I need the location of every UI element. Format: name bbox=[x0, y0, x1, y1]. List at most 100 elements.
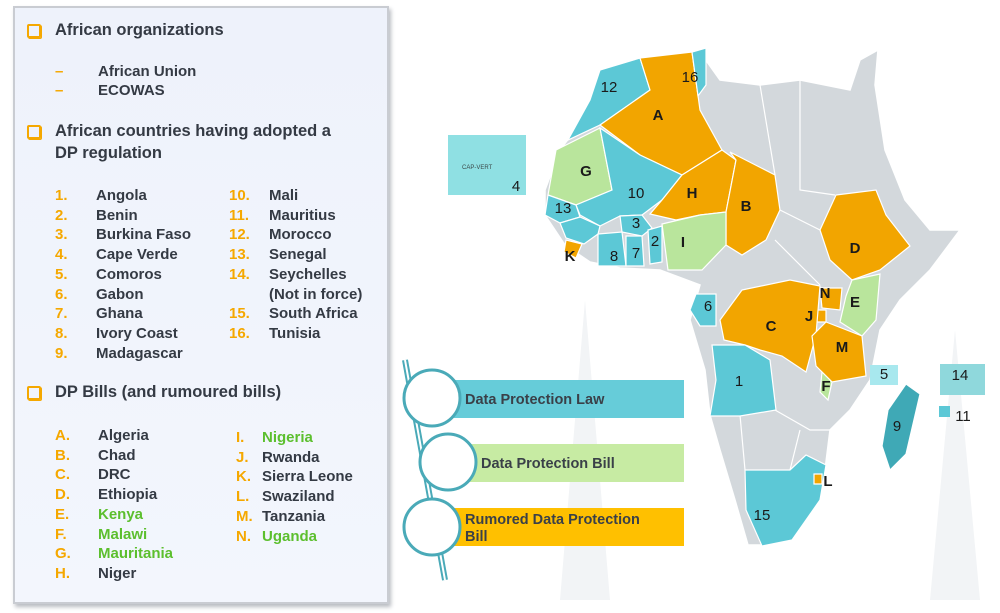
country-tunisia bbox=[691, 47, 707, 98]
list-number: 4. bbox=[55, 246, 68, 264]
map-label-southafrica: 15 bbox=[754, 507, 771, 524]
legend-rumored-label-line2: Bill bbox=[465, 529, 488, 545]
legend-rumored-circle bbox=[402, 497, 462, 557]
section-heading-adopted: African countries having adopted a bbox=[55, 122, 331, 140]
country-name: DRC bbox=[98, 466, 131, 484]
country-name: Seychelles bbox=[269, 265, 347, 283]
legend-text-panel bbox=[13, 6, 389, 604]
checkbox-bullet-icon bbox=[27, 24, 41, 38]
country-gabon bbox=[689, 293, 717, 327]
section-heading-organizations: African organizations bbox=[55, 21, 224, 39]
list-number: 10. bbox=[229, 187, 250, 204]
country-name: Comoros bbox=[96, 265, 162, 283]
list-number: 13. bbox=[229, 246, 250, 264]
list-letter: D. bbox=[55, 486, 70, 504]
country-other-guinea bbox=[559, 216, 601, 245]
country-name: Niger bbox=[98, 564, 137, 582]
country-name: (Not in force) bbox=[269, 285, 363, 303]
map-label-mali: 10 bbox=[628, 185, 645, 202]
map-label-morocco: 12 bbox=[601, 79, 618, 96]
list-number: 3. bbox=[55, 226, 68, 244]
list-letter: M. bbox=[236, 507, 253, 525]
list-letter: C. bbox=[55, 466, 70, 484]
map-label-comoros: 5 bbox=[880, 366, 888, 383]
country-name: Tunisia bbox=[269, 324, 321, 342]
list-letter: J. bbox=[236, 448, 249, 466]
country-sierra-leone bbox=[563, 239, 583, 259]
map-label-capeverde: 4 bbox=[512, 178, 520, 195]
map-label-tunisia: 16 bbox=[682, 69, 699, 86]
map-label-benin: 2 bbox=[651, 233, 659, 250]
map-label-ivory: 8 bbox=[610, 248, 618, 265]
map-label-tanzania: M bbox=[836, 339, 849, 356]
list-letter: K. bbox=[236, 468, 251, 486]
list-number: 12. bbox=[229, 226, 250, 244]
country-name: Malawi bbox=[98, 525, 148, 543]
country-name: Tanzania bbox=[262, 507, 326, 525]
list-letter: H. bbox=[55, 564, 70, 582]
country-name: Ivory Coast bbox=[96, 324, 178, 342]
checkbox-bullet-icon bbox=[27, 125, 41, 139]
list-letter: L. bbox=[236, 488, 250, 506]
dash-bullet: – bbox=[55, 63, 64, 80]
map-label-niger: H bbox=[687, 185, 698, 202]
country-angola bbox=[709, 344, 777, 417]
inset-comoros bbox=[870, 365, 898, 385]
country-name: Cape Verde bbox=[96, 246, 178, 264]
country-name: Ethiopia bbox=[98, 486, 158, 504]
country-name: Kenya bbox=[98, 505, 144, 523]
list-number: 16. bbox=[229, 324, 250, 342]
country-name: Swaziland bbox=[262, 488, 335, 506]
list-number: 1. bbox=[55, 187, 68, 204]
inset-cape-verde bbox=[448, 135, 526, 195]
country-name: Gabon bbox=[96, 285, 144, 303]
section-heading-adopted-line2: DP regulation bbox=[55, 144, 162, 162]
map-label-malawi: F bbox=[821, 378, 830, 395]
map-label-mauritius: 11 bbox=[955, 408, 971, 425]
dash-bullet: – bbox=[55, 82, 64, 99]
legend-law-circle bbox=[402, 368, 462, 428]
country-name: Rwanda bbox=[262, 448, 320, 466]
inset-seychelles bbox=[940, 364, 985, 395]
country-name: Angola bbox=[96, 187, 147, 204]
country-ethiopia bbox=[819, 189, 911, 281]
map-label-drc: C bbox=[766, 318, 777, 335]
map-label-sierra: K bbox=[565, 248, 576, 265]
country-name: Mali bbox=[269, 187, 299, 204]
country-swaziland bbox=[813, 473, 823, 485]
country-malawi bbox=[819, 370, 833, 402]
map-label-mauritania: G bbox=[580, 163, 592, 180]
inset-cape-verde-text: CAP-VERT bbox=[462, 165, 493, 171]
country-name: Benin bbox=[96, 206, 138, 224]
country-name: South Africa bbox=[269, 305, 358, 323]
map-label-seychelles: 14 bbox=[952, 367, 969, 384]
list-number: 8. bbox=[55, 324, 68, 342]
map-label-burkina: 3 bbox=[632, 215, 640, 232]
map-label-chad: B bbox=[741, 198, 752, 215]
list-letter: I. bbox=[236, 429, 245, 446]
country-name: Mauritius bbox=[269, 206, 336, 224]
list-letter: G. bbox=[55, 545, 71, 563]
list-number: 6. bbox=[55, 285, 68, 303]
country-benin bbox=[647, 225, 663, 265]
map-label-ghana: 7 bbox=[632, 245, 640, 262]
country-name: Senegal bbox=[269, 246, 327, 264]
list-letter: N. bbox=[236, 527, 251, 545]
map-label-ethiopia: D bbox=[850, 240, 861, 257]
country-mauritius bbox=[939, 406, 950, 417]
organization-item: African Union bbox=[98, 63, 197, 80]
country-ghana bbox=[625, 235, 645, 267]
list-number: 7. bbox=[55, 305, 68, 323]
legend-bill-circle bbox=[418, 432, 478, 492]
list-letter: A. bbox=[55, 427, 70, 444]
country-madagascar bbox=[881, 383, 921, 472]
country-borders bbox=[739, 80, 836, 471]
section-heading-bills: DP Bills (and rumoured bills) bbox=[55, 383, 282, 401]
list-number: 15. bbox=[229, 305, 250, 323]
map-label-kenya: E bbox=[850, 294, 860, 311]
map-label-gabon: 6 bbox=[704, 298, 712, 315]
background-decoration bbox=[560, 300, 980, 600]
country-name: Chad bbox=[98, 446, 136, 464]
map-label-uganda: N bbox=[820, 285, 831, 302]
country-name: Sierra Leone bbox=[262, 468, 353, 486]
